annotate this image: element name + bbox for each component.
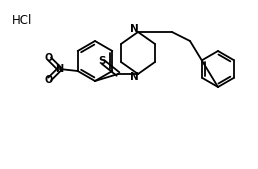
Text: N: N <box>130 24 138 34</box>
Text: O: O <box>45 75 53 85</box>
Text: N: N <box>56 64 64 74</box>
Text: HCl: HCl <box>12 15 32 28</box>
Text: N: N <box>130 72 138 82</box>
Text: O: O <box>45 53 53 63</box>
Text: S: S <box>98 56 106 66</box>
